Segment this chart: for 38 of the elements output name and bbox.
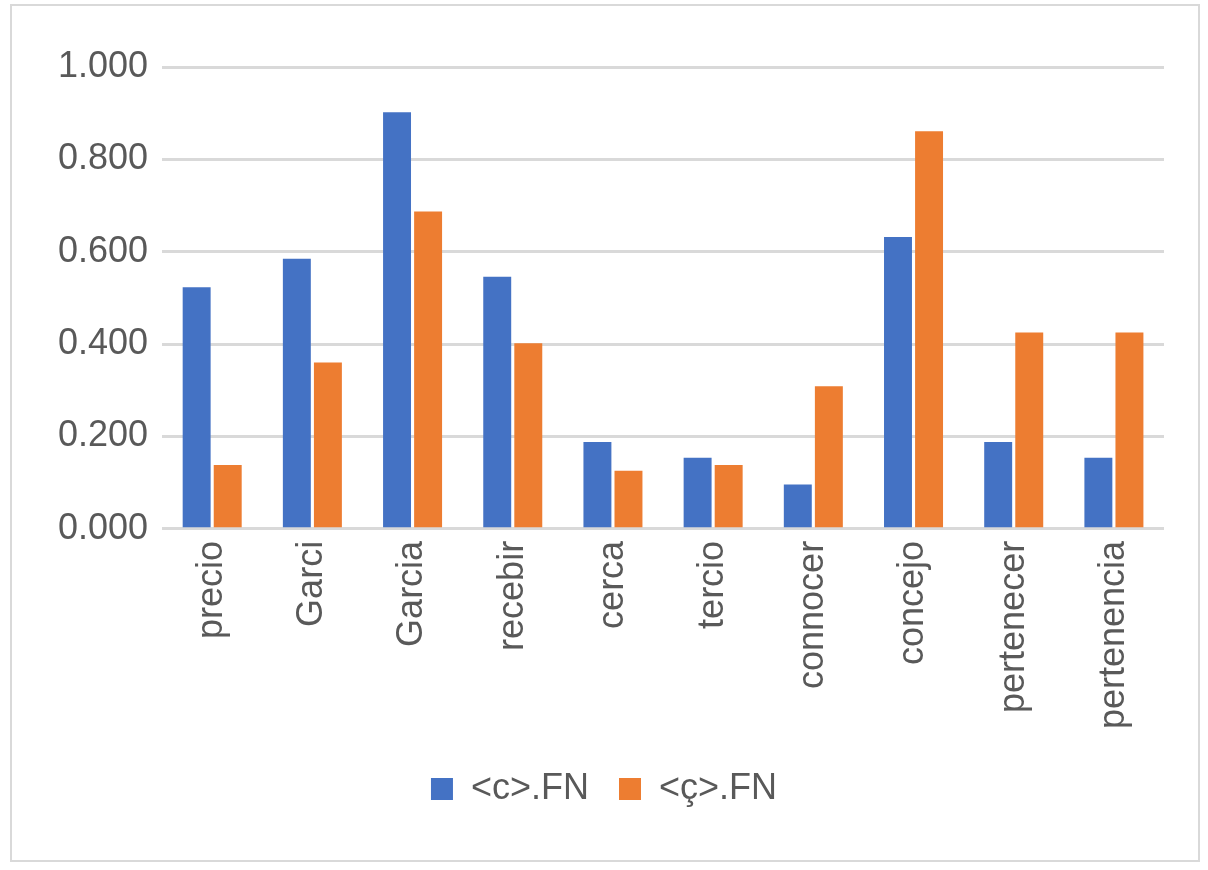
bar <box>884 236 912 528</box>
y-tick-label: 0.000 <box>57 505 149 547</box>
bar <box>814 386 843 528</box>
y-tick-label: 0.400 <box>57 321 149 363</box>
bar <box>483 276 512 528</box>
bar <box>583 442 612 528</box>
bar <box>915 131 944 528</box>
bar <box>213 465 242 528</box>
x-tick-label: tercio <box>690 540 732 629</box>
bar <box>313 362 342 528</box>
bar <box>614 470 643 528</box>
bar <box>1015 332 1044 528</box>
y-tick-label: 1.000 <box>57 43 149 85</box>
bar <box>783 484 812 528</box>
y-tick-label: 0.800 <box>57 136 149 178</box>
bar <box>1115 332 1144 528</box>
x-tick-label: precio <box>189 540 231 639</box>
y-tick-label: 0.200 <box>57 413 149 455</box>
bar <box>383 112 412 528</box>
bar <box>414 211 443 528</box>
x-tick-label: Garcia <box>389 539 431 647</box>
x-tick-label: recebir <box>489 540 531 651</box>
legend-label: <c>.FN <box>470 765 590 807</box>
bar <box>514 343 543 528</box>
bar <box>182 287 211 528</box>
x-tick-label: pertenencia <box>1090 539 1132 729</box>
y-tick-label: 0.600 <box>57 228 149 270</box>
x-tick-label: connocer <box>790 540 832 689</box>
bar <box>984 442 1013 528</box>
x-tick-label: Garci <box>289 540 331 627</box>
legend-label: <ç>.FN <box>659 765 778 807</box>
bar <box>683 457 712 528</box>
x-tick-label: cerca <box>589 539 631 629</box>
bar <box>714 465 743 528</box>
bar <box>282 258 311 528</box>
bar <box>1084 457 1113 528</box>
x-tick-label: concejo <box>890 540 932 665</box>
x-tick-label: pertenecer <box>990 540 1032 713</box>
